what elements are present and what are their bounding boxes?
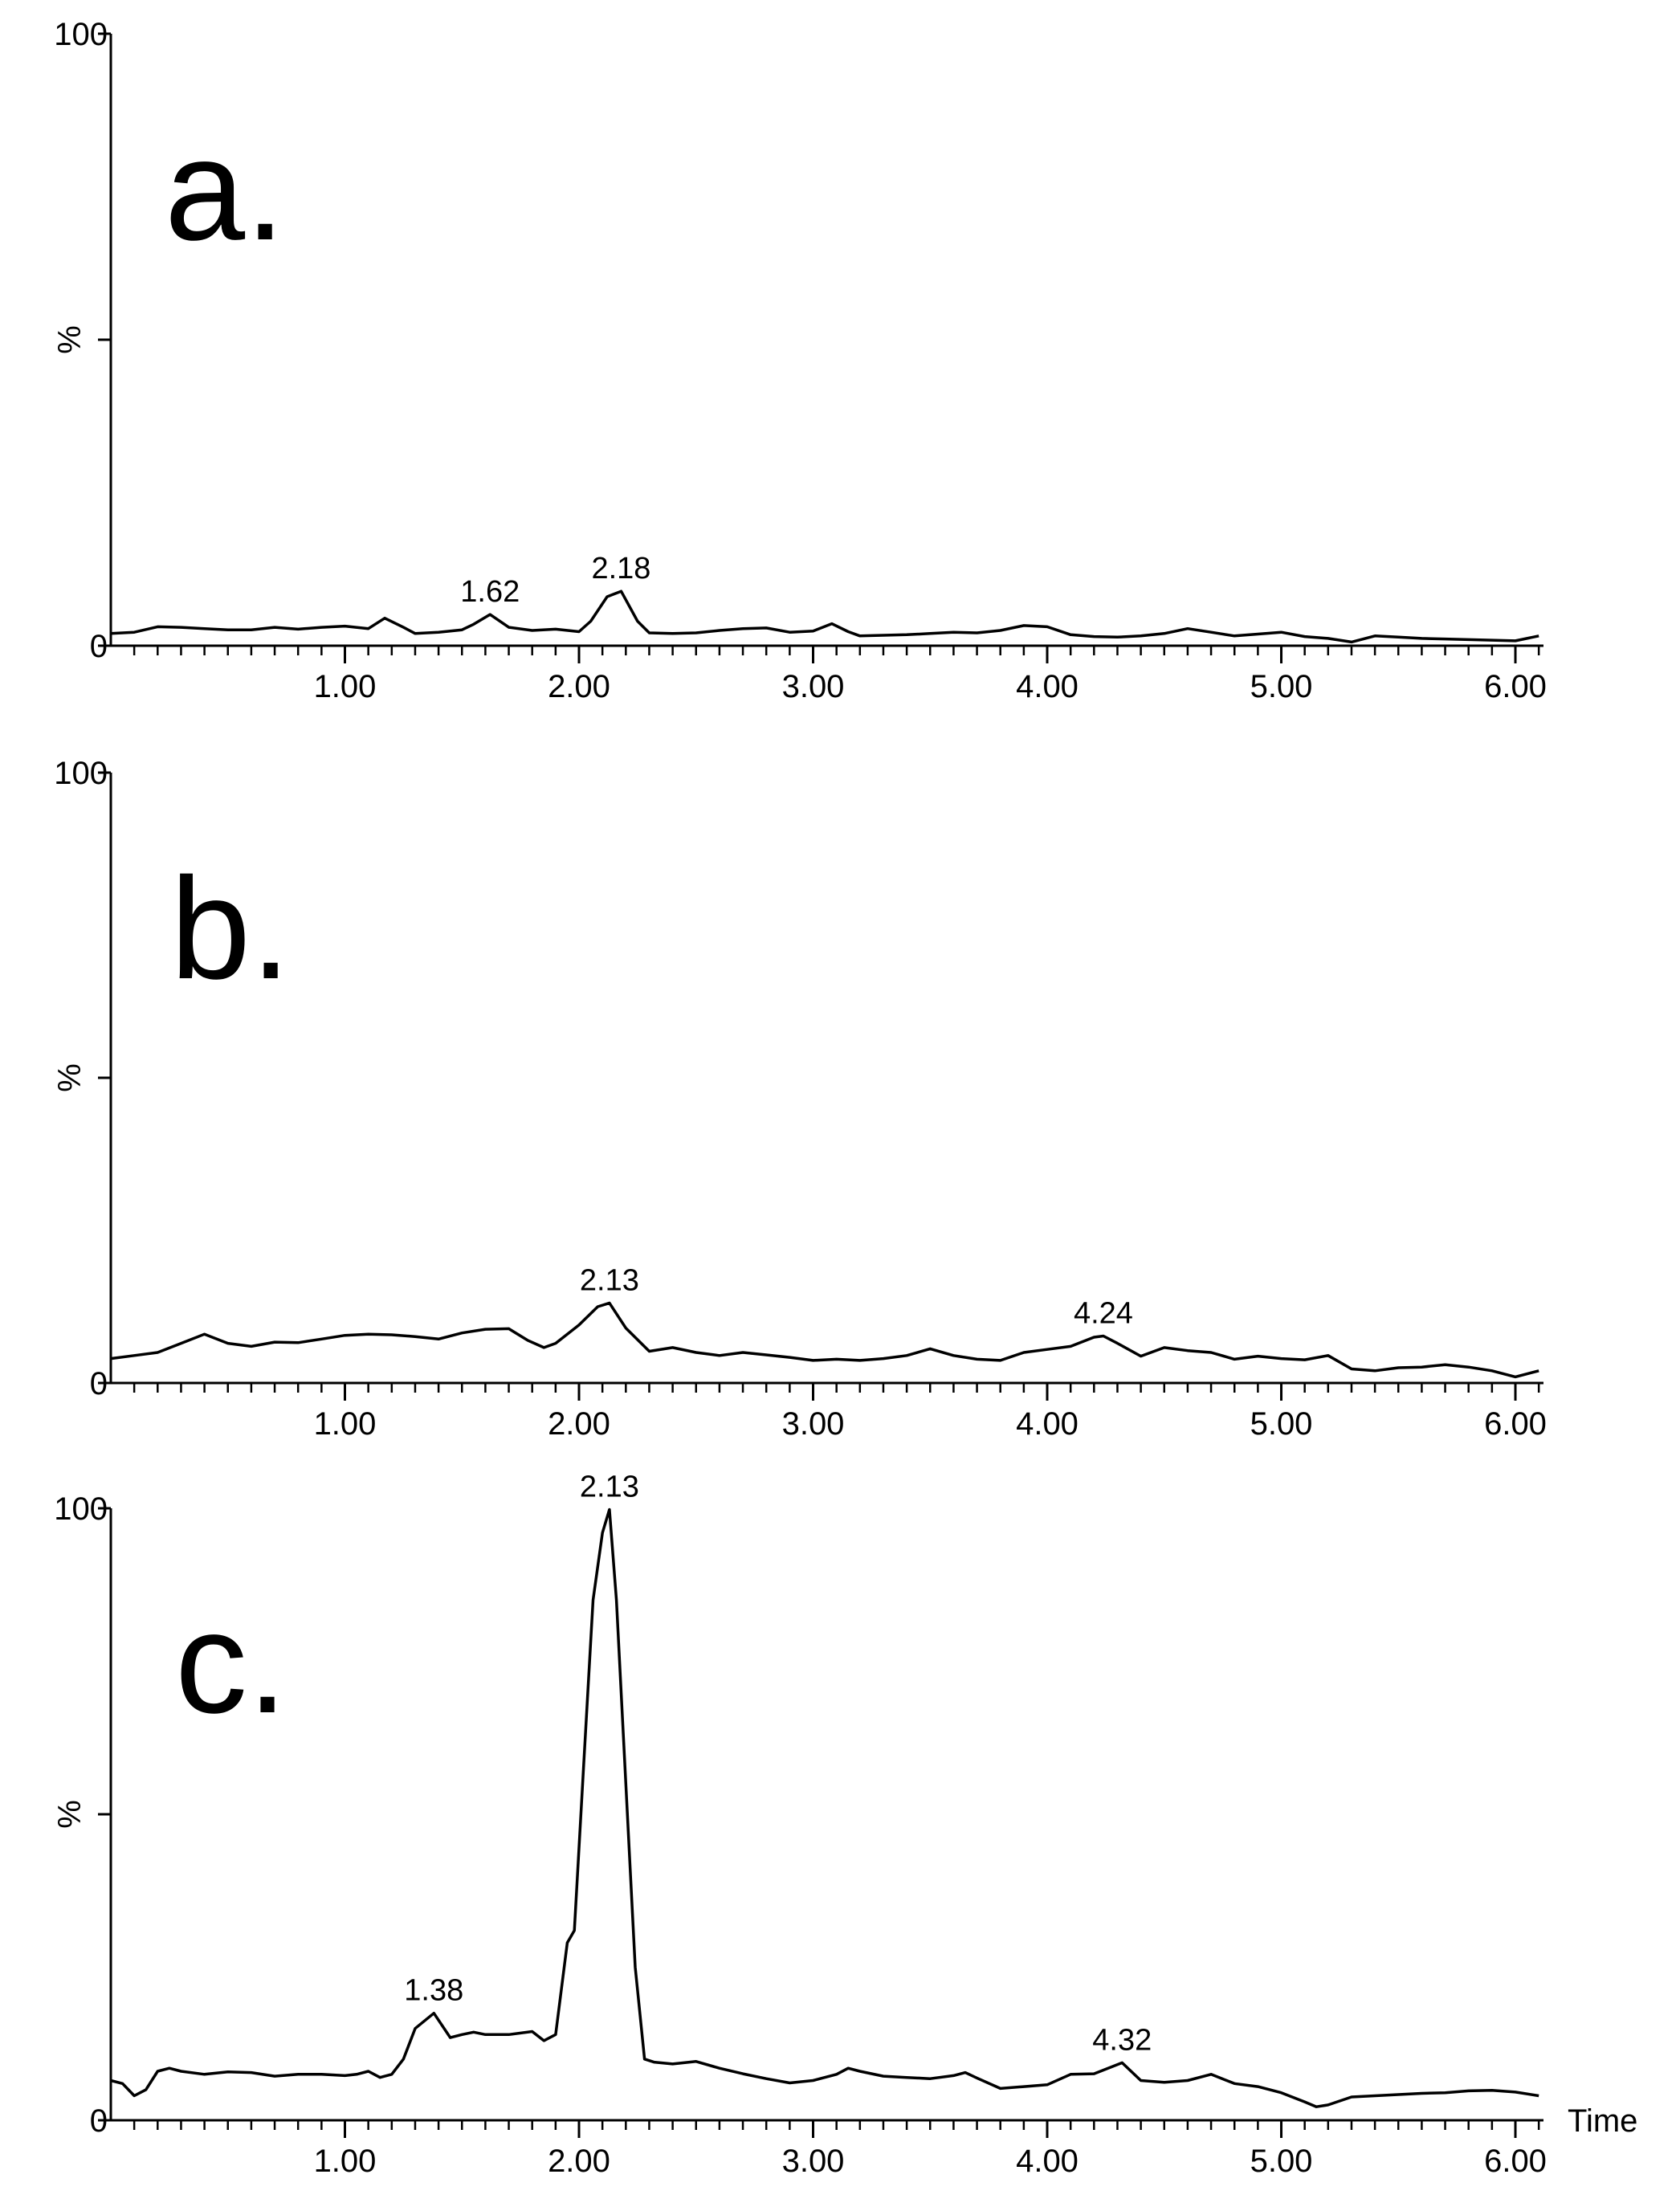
x-tick-label: 4.00 <box>1016 1406 1079 1442</box>
peak-label: 4.24 <box>1074 1296 1133 1330</box>
x-tick-label: 3.00 <box>782 669 845 704</box>
chromatogram-trace <box>110 1301 1539 1379</box>
peak-label: 2.13 <box>580 1471 639 1504</box>
y-tick-label: 100 <box>54 1491 108 1527</box>
y-axis-label: % <box>52 325 88 354</box>
y-tick-label: 100 <box>54 756 108 791</box>
x-tick-label: 6.00 <box>1484 669 1547 704</box>
x-tick-label: 2.00 <box>548 2144 610 2179</box>
y-axis-label: % <box>52 1800 88 1829</box>
panel-label: c. <box>175 1582 287 1744</box>
chromatogram-trace <box>110 1507 1539 2108</box>
y-tick-label: 0 <box>90 629 108 664</box>
chromatogram-trace <box>110 589 1539 644</box>
y-tick-label: 0 <box>90 1366 108 1401</box>
peak-label: 1.62 <box>460 575 520 609</box>
peak-label: 1.38 <box>404 1974 463 2008</box>
peak-label: 2.13 <box>580 1263 639 1297</box>
x-tick-label: 1.00 <box>314 669 377 704</box>
chart-panel-2: 0 100 1.00 2.00 3.00 4.00 5.00 6.00% b. 2.13 4.24 <box>52 756 1547 1442</box>
y-tick-label: 0 <box>90 2103 108 2139</box>
x-tick-label: 1.00 <box>314 2144 377 2179</box>
x-tick-label: 2.00 <box>548 669 610 704</box>
x-tick-label: 5.00 <box>1250 2144 1313 2179</box>
peak-label: 2.18 <box>591 552 650 585</box>
peak-label: 4.32 <box>1092 2023 1152 2057</box>
x-tick-label: 5.00 <box>1250 1406 1313 1442</box>
x-tick-label: 6.00 <box>1484 1406 1547 1442</box>
x-tick-label: 4.00 <box>1016 2144 1079 2179</box>
y-axis-label: % <box>52 1063 88 1092</box>
x-tick-label: 2.00 <box>548 1406 610 1442</box>
panel-label: b. <box>170 848 291 1010</box>
x-tick-label: 4.00 <box>1016 669 1079 704</box>
panel-label: a. <box>165 109 285 271</box>
x-axis-label: Time <box>1568 2103 1637 2139</box>
x-tick-label: 6.00 <box>1484 2144 1547 2179</box>
x-tick-label: 1.00 <box>314 1406 377 1442</box>
y-tick-label: 100 <box>54 17 108 52</box>
x-tick-label: 3.00 <box>782 1406 845 1442</box>
x-tick-label: 5.00 <box>1250 669 1313 704</box>
x-tick-label: 3.00 <box>782 2144 845 2179</box>
chart-panel-3: 0 100 1.00 2.00 3.00 4.00 5.00 6.00% Time c. 1.38 2… <box>52 1471 1637 2179</box>
chart-panel-1: 0 100 1.00 2.00 3.00 4.00 5.00 6.00% a. 1.62 2.18 <box>52 17 1547 704</box>
